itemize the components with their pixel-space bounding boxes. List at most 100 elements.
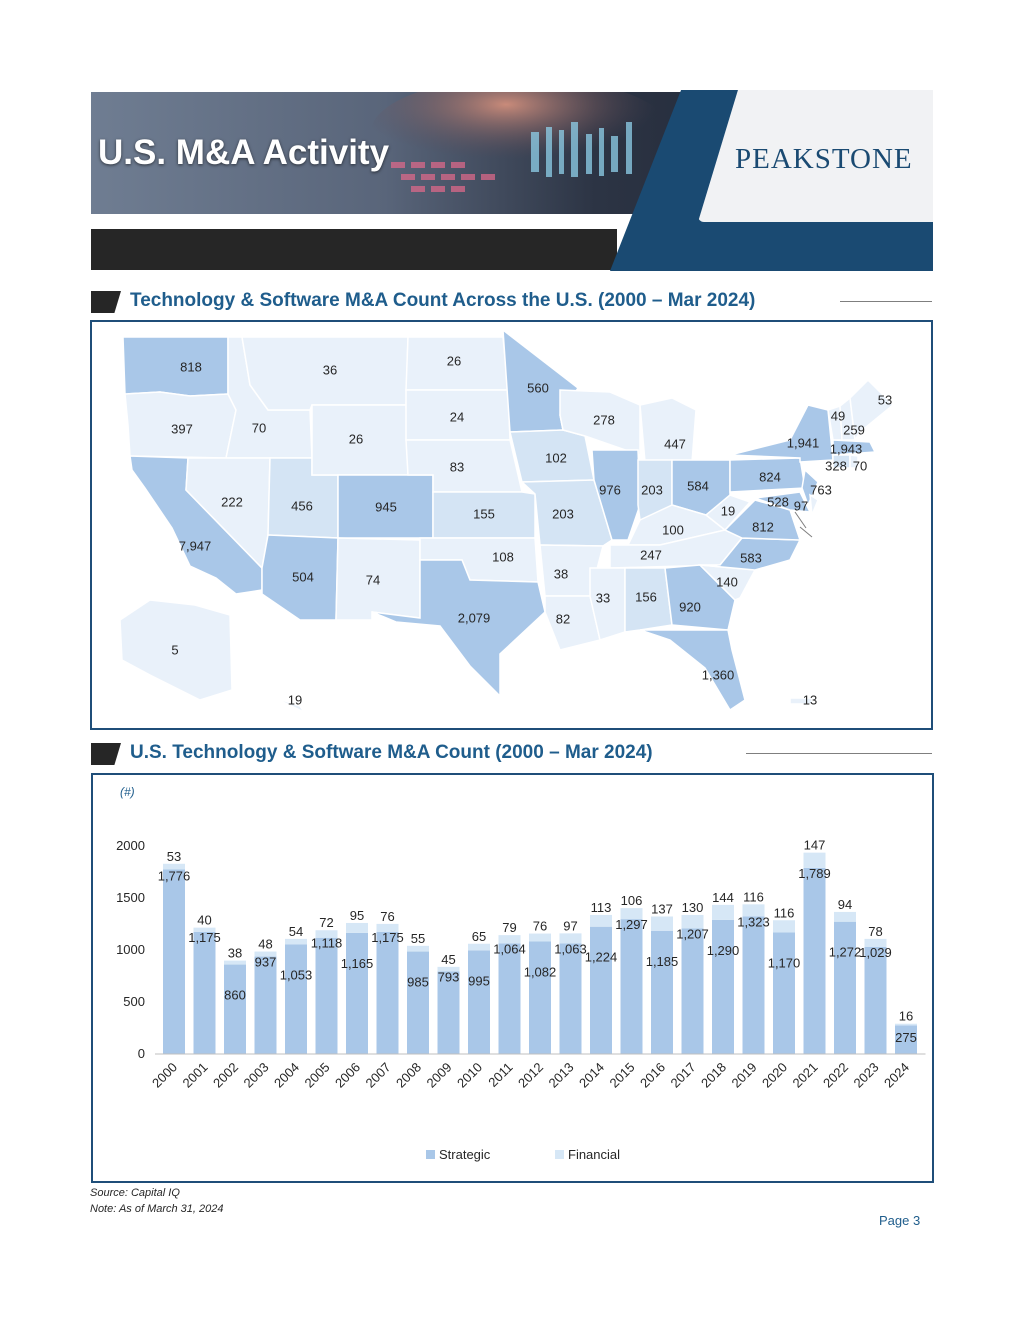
strategic-bar [681,928,704,1054]
x-tick-label: 2007 [363,1060,394,1091]
header-dark-band [91,229,617,270]
legend-swatch-strategic [426,1150,435,1159]
financial-bar [620,908,643,920]
x-tick-label: 2023 [851,1060,882,1091]
state-value-label: 140 [716,574,738,590]
strategic-value-label: 937 [255,955,277,970]
strategic-value-label: 1,175 [188,930,221,945]
x-tick-label: 2006 [332,1060,363,1091]
state-value-label: 1,941 [786,435,820,451]
x-tick-label: 2008 [393,1060,424,1091]
strategic-bar [193,931,216,1054]
bar-chart-panel [91,773,934,1183]
leader-line [794,511,807,529]
financial-value-label: 72 [319,915,333,930]
strategic-value-label: 1,170 [768,955,801,970]
x-tick-label: 2014 [576,1060,607,1091]
state-value-label: 102 [545,450,567,466]
state-wv [704,494,752,532]
x-tick-label: 2000 [149,1060,180,1091]
state-wi [559,389,641,457]
state-value-label: 976 [599,482,621,498]
state-value-label: 82 [555,611,571,627]
strategic-value-label: 1,323 [737,914,770,929]
state-va [723,499,802,541]
financial-value-label: 113 [591,900,612,915]
state-value-label: 70 [251,420,267,436]
state-md [754,491,812,513]
strategic-bar [498,943,521,1054]
strategic-bar [315,937,338,1054]
state-value-label: 920 [679,599,701,615]
financial-bar [376,923,399,932]
strategic-bar [620,919,643,1054]
us-map [119,328,895,714]
financial-bar [529,933,551,942]
state-tx [371,559,546,698]
strategic-value-label: 1,776 [158,868,191,883]
financial-value-label: 55 [411,931,425,946]
y-tick-label: 2000 [116,838,145,853]
strategic-bar [864,946,887,1054]
state-value-label: 100 [662,522,684,538]
state-value-label: 812 [752,519,774,535]
state-ks [432,491,536,539]
strategic-bar [254,956,277,1054]
financial-bar [712,904,734,920]
strategic-value-label: 1,175 [371,930,404,945]
y-tick-label: 1500 [116,890,145,905]
page-number: Page 3 [879,1213,921,1228]
x-tick-label: 2024 [881,1060,912,1091]
strategic-value-label: 995 [468,974,490,989]
section-rule [840,301,932,302]
financial-value-label: 76 [533,919,547,934]
strategic-value-label: 1,053 [280,967,313,982]
x-tick-label: 2002 [210,1060,241,1091]
financial-value-label: 65 [472,929,486,944]
map-section-title: Technology & Software M&A Count Across t… [130,290,756,311]
financial-bar [864,938,887,947]
state-value-label: 278 [593,412,615,428]
strategic-value-label: 1,185 [646,954,679,969]
financial-value-label: 78 [868,924,882,939]
x-tick-label: 2012 [515,1060,546,1091]
state-value-label: 203 [552,506,574,522]
state-value-label: 33 [595,590,611,606]
state-value-label: 19 [720,503,736,519]
financial-value-label: 106 [621,893,643,908]
logo-panel [698,90,933,222]
page-title: U.S. M&A Activity [98,133,390,172]
x-tick-label: 2022 [820,1060,851,1091]
strategic-bar [346,932,368,1054]
strategic-value-label: 1,290 [707,943,740,958]
state-value-label: 528 [767,494,789,510]
state-value-label: 945 [375,499,397,515]
strategic-value-label: 1,224 [585,950,618,965]
section-flag-icon [91,743,121,765]
financial-bar [346,922,368,933]
strategic-bar [895,1025,917,1054]
financial-bar [651,916,673,931]
strategic-value-label: 1,118 [311,936,343,951]
state-value-label: 247 [640,547,662,563]
financial-bar [681,914,704,929]
financial-bar [437,966,460,972]
strategic-bar [773,932,795,1054]
financial-bar [498,935,521,944]
state-value-label: 38 [553,566,569,582]
strategic-value-label: 985 [407,975,429,990]
financial-bar [193,927,216,932]
state-value-label: 397 [171,421,193,437]
state-me [849,378,895,443]
strategic-bar [376,931,399,1054]
state-ga [664,564,736,631]
strategic-bar [437,971,460,1054]
financial-bar [834,911,856,922]
financial-bar [224,960,246,965]
y-tick-label: 1000 [116,942,145,957]
leader-line [799,526,813,538]
strategic-value-label: 1,165 [341,956,374,971]
financial-value-label: 97 [563,918,577,933]
state-mi [639,397,697,463]
state-value-label: 504 [292,569,314,585]
